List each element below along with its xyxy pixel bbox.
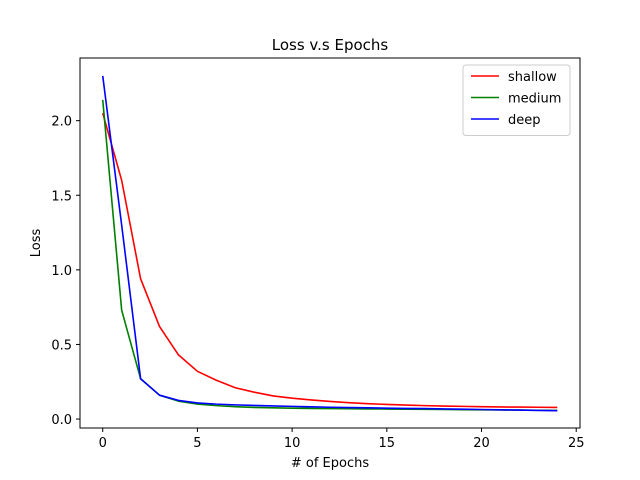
y-tick-label: 1.0	[51, 264, 72, 279]
y-axis-label: Loss	[29, 229, 44, 258]
y-axis-ticks: 0.0 0.5 1.0 1.5 2.0	[51, 115, 80, 428]
legend-label-shallow: shallow	[508, 70, 557, 85]
series-line-deep	[101, 75, 558, 412]
series-lines	[101, 75, 558, 412]
x-tick-label: 15	[379, 436, 396, 451]
x-axis-ticks: 0 5 10 15 20 25	[99, 428, 585, 451]
y-tick-label: 0.5	[51, 338, 72, 353]
plot-area	[79, 57, 581, 429]
legend: shallow medium deep	[462, 64, 571, 136]
x-tick-label: 0	[99, 436, 107, 451]
legend-box	[462, 64, 571, 136]
x-tick-label: 5	[193, 436, 201, 451]
legend-label-deep: deep	[508, 113, 541, 128]
series-line-medium	[101, 99, 558, 412]
x-tick-label: 25	[568, 436, 585, 451]
chart-title: Loss v.s Epochs	[272, 36, 389, 54]
y-tick-label: 0.0	[51, 413, 72, 428]
legend-label-medium: medium	[508, 92, 561, 107]
plot-frame	[79, 57, 581, 429]
y-tick-label: 1.5	[51, 189, 72, 204]
x-tick-label: 20	[473, 436, 490, 451]
x-tick-label: 10	[284, 436, 301, 451]
x-axis-label: # of Epochs	[291, 456, 369, 471]
series-line-shallow	[101, 112, 558, 409]
y-tick-label: 2.0	[51, 115, 72, 130]
